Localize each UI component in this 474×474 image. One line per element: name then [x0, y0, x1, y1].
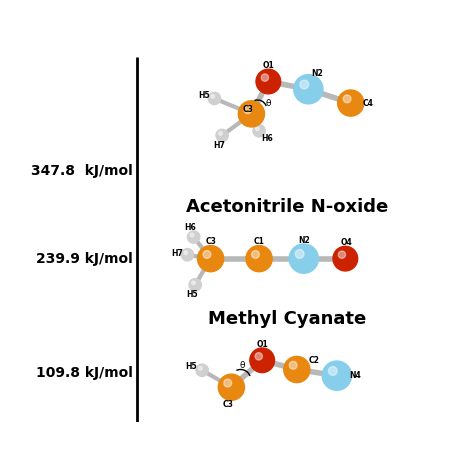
- Circle shape: [190, 233, 194, 237]
- Text: C1: C1: [254, 237, 264, 246]
- Text: H5: H5: [199, 91, 210, 100]
- Circle shape: [219, 132, 222, 135]
- Text: H7: H7: [213, 141, 225, 150]
- Circle shape: [295, 249, 304, 258]
- Circle shape: [294, 74, 323, 104]
- Circle shape: [333, 246, 358, 271]
- Circle shape: [337, 90, 364, 116]
- Circle shape: [255, 353, 263, 360]
- Circle shape: [184, 251, 188, 255]
- Text: Acetonitrile N-oxide: Acetonitrile N-oxide: [186, 198, 389, 216]
- Circle shape: [189, 279, 201, 291]
- Circle shape: [208, 92, 220, 105]
- Circle shape: [328, 366, 337, 375]
- Circle shape: [289, 361, 297, 369]
- Circle shape: [256, 69, 281, 94]
- Circle shape: [289, 244, 319, 273]
- Text: θ: θ: [265, 99, 271, 108]
- Text: C2: C2: [308, 356, 319, 365]
- Circle shape: [199, 366, 202, 370]
- Circle shape: [216, 129, 228, 142]
- Text: O4: O4: [341, 238, 353, 247]
- Text: H6: H6: [261, 134, 273, 143]
- Text: N2: N2: [298, 236, 310, 245]
- Text: 239.9 kJ/mol: 239.9 kJ/mol: [36, 252, 133, 266]
- Circle shape: [211, 95, 215, 98]
- Text: H5: H5: [186, 290, 198, 299]
- Circle shape: [182, 248, 194, 261]
- Text: C3: C3: [205, 237, 216, 246]
- Circle shape: [238, 101, 264, 127]
- Text: H5: H5: [185, 362, 197, 371]
- Text: C4: C4: [363, 99, 374, 108]
- Text: N2: N2: [312, 69, 323, 78]
- Text: Methyl Cyanate: Methyl Cyanate: [209, 310, 367, 328]
- Text: N4: N4: [349, 371, 361, 380]
- Circle shape: [244, 106, 252, 114]
- Text: θ: θ: [239, 361, 245, 370]
- Text: C3: C3: [243, 105, 254, 114]
- Circle shape: [255, 127, 259, 131]
- Circle shape: [284, 356, 310, 383]
- Circle shape: [198, 246, 224, 272]
- Text: H7: H7: [171, 249, 182, 258]
- Circle shape: [322, 361, 352, 390]
- Circle shape: [196, 364, 208, 376]
- Circle shape: [246, 246, 272, 272]
- Circle shape: [253, 125, 265, 137]
- Circle shape: [300, 80, 309, 89]
- Text: O1: O1: [256, 339, 268, 348]
- Text: H6: H6: [185, 223, 196, 232]
- Text: O1: O1: [263, 61, 274, 70]
- Text: C3: C3: [223, 400, 234, 409]
- Circle shape: [191, 281, 195, 285]
- Circle shape: [338, 251, 346, 258]
- Circle shape: [261, 74, 269, 81]
- Text: 347.8  kJ/mol: 347.8 kJ/mol: [31, 164, 133, 178]
- Circle shape: [224, 379, 232, 387]
- Text: 109.8 kJ/mol: 109.8 kJ/mol: [36, 365, 133, 380]
- Circle shape: [219, 374, 245, 401]
- Circle shape: [188, 231, 200, 243]
- Circle shape: [252, 250, 259, 258]
- Circle shape: [343, 95, 351, 103]
- Circle shape: [203, 250, 211, 258]
- Circle shape: [250, 348, 274, 373]
